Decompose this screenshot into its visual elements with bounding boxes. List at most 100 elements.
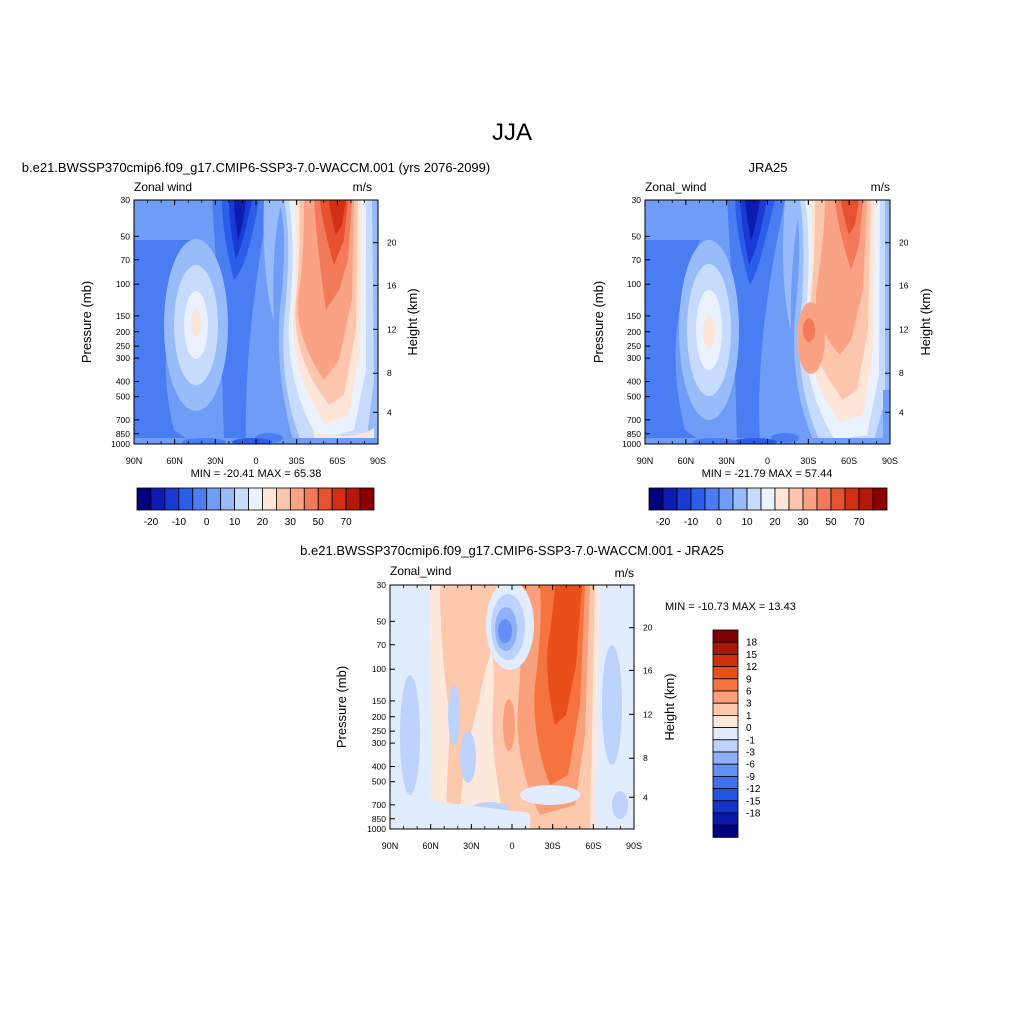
colorbar-swatch <box>816 487 832 511</box>
colorbar-swatch <box>303 487 319 511</box>
y-tick-label: 300 <box>372 738 386 748</box>
y-tick-label: 1000 <box>367 824 386 834</box>
y-tick-label: 400 <box>372 762 386 772</box>
y-axis-title: Pressure (mb) <box>79 281 94 363</box>
colorbar: -20 -10 0 10 20 30 50 70 <box>136 487 375 528</box>
min-max-stats: MIN = -21.79 MAX = 57.44 <box>702 468 833 480</box>
contour-band <box>448 685 460 745</box>
colorbar-swatch <box>718 487 734 511</box>
y-tick-label: 100 <box>372 664 386 674</box>
y-right-tick-label: 12 <box>899 324 909 334</box>
units-label: m/s <box>615 566 634 580</box>
contour-band <box>390 795 530 829</box>
colorbar-swatch <box>178 487 194 511</box>
colorbar-label: -15 <box>746 796 761 807</box>
x-tick-label: 60S <box>585 841 601 851</box>
colorbar-swatch <box>206 487 222 511</box>
contour-band <box>693 438 737 444</box>
x-tick-label: 0 <box>765 456 770 466</box>
x-tick-label: 90N <box>382 841 399 851</box>
colorbar-swatch <box>712 715 739 729</box>
y-right-tick-label: 4 <box>643 792 648 802</box>
colorbar-swatch <box>712 690 739 704</box>
x-tick-label: 90N <box>126 456 143 466</box>
y-axis-title: Pressure (mb) <box>334 666 349 748</box>
field-label: Zonal_wind <box>645 180 706 194</box>
colorbar-swatch <box>712 788 739 802</box>
contour-band <box>547 585 582 725</box>
y-tick-label: 30 <box>377 580 387 590</box>
colorbar-label: 10 <box>741 517 753 528</box>
panel-title: b.e21.BWSSP370cmip6.f09_g17.CMIP6-SSP3-7… <box>22 160 490 175</box>
colorbar-label: 0 <box>746 723 752 734</box>
colorbar-label: -18 <box>746 809 761 820</box>
y-tick-label: 200 <box>116 327 130 337</box>
y-right-tick-label: 8 <box>387 368 392 378</box>
page-title: JJA <box>492 119 532 146</box>
contour-band <box>771 433 799 443</box>
y-right-tick-label: 12 <box>643 709 653 719</box>
colorbar-swatch <box>802 487 818 511</box>
contour-band <box>232 438 272 444</box>
x-tick-label: 60S <box>841 456 857 466</box>
colorbar-label: -12 <box>746 784 761 795</box>
colorbar-swatch <box>662 487 678 511</box>
y-axis-right-title: Height (km) <box>918 288 933 355</box>
y-tick-label: 300 <box>116 353 130 363</box>
contour-band <box>740 200 767 265</box>
contour-field <box>645 200 890 444</box>
y-tick-label: 100 <box>627 279 641 289</box>
colorbar-label: 20 <box>257 517 269 528</box>
y-right-tick-label: 20 <box>643 623 653 633</box>
min-max-stats: MIN = -10.73 MAX = 13.43 <box>665 601 796 613</box>
colorbar-label: 0 <box>716 517 722 528</box>
y-tick-label: 400 <box>627 377 641 387</box>
colorbar-swatch <box>712 751 739 765</box>
contour-band <box>498 619 512 643</box>
y-right-tick-label: 4 <box>899 407 904 417</box>
y-tick-label: 700 <box>116 415 130 425</box>
y-tick-label: 150 <box>372 696 386 706</box>
colorbar-swatch <box>760 487 776 511</box>
colorbar-label: 6 <box>746 687 752 698</box>
axis-ticks: 90N 60N 30N 0 30S 60S 90S 30 50 70 100 150 200 250 300… <box>367 580 653 851</box>
colorbar-label: 20 <box>769 517 781 528</box>
colorbar-swatch <box>276 487 291 511</box>
axis-ticks: 90N 60N 30N 0 30S 60S 90S 30 50 70 100 150 200 250 300… <box>622 195 909 466</box>
contour-band <box>134 240 194 444</box>
colorbar-swatch <box>331 487 347 511</box>
colorbar-swatch <box>345 487 361 511</box>
colorbar-swatch <box>248 487 263 511</box>
panel-title: b.e21.BWSSP370cmip6.f09_g17.CMIP6-SSP3-7… <box>300 543 724 558</box>
y-tick-label: 30 <box>121 195 131 205</box>
contour-band <box>733 438 777 444</box>
colorbar-swatch <box>192 487 208 511</box>
colorbar-swatch <box>746 487 762 511</box>
contour-band <box>841 200 859 235</box>
y-right-tick-label: 8 <box>899 368 904 378</box>
contour-band <box>602 645 622 765</box>
colorbar-label: -20 <box>656 517 671 528</box>
x-tick-label: 0 <box>253 456 258 466</box>
colorbar-label: 0 <box>204 517 210 528</box>
colorbar-swatch <box>712 800 739 814</box>
x-tick-label: 60N <box>422 841 439 851</box>
colorbar-swatch <box>830 487 846 511</box>
panel-jra25: JRA25 Zonal_wind m/s 90N 60N 30N 0 30S 60S 90S… <box>591 160 933 528</box>
colorbar-swatch <box>676 487 692 511</box>
colorbar-swatch <box>150 487 166 511</box>
colorbar-swatch <box>317 487 333 511</box>
x-tick-label: 90S <box>882 456 898 466</box>
y-right-tick-label: 8 <box>643 753 648 763</box>
y-right-tick-label: 16 <box>899 280 909 290</box>
panel-difference: b.e21.BWSSP370cmip6.f09_g17.CMIP6-SSP3-7… <box>300 543 796 851</box>
colorbar-swatch <box>359 487 375 511</box>
y-tick-label: 1000 <box>111 439 130 449</box>
colorbar-label: 1 <box>746 711 752 722</box>
colorbar: -20 -10 0 10 20 30 50 70 <box>648 487 888 528</box>
colorbar-swatch <box>788 487 804 511</box>
contour-band <box>520 785 580 805</box>
colorbar-swatch <box>712 641 739 655</box>
contour-field <box>390 585 634 829</box>
y-axis-title: Pressure (mb) <box>591 281 606 363</box>
